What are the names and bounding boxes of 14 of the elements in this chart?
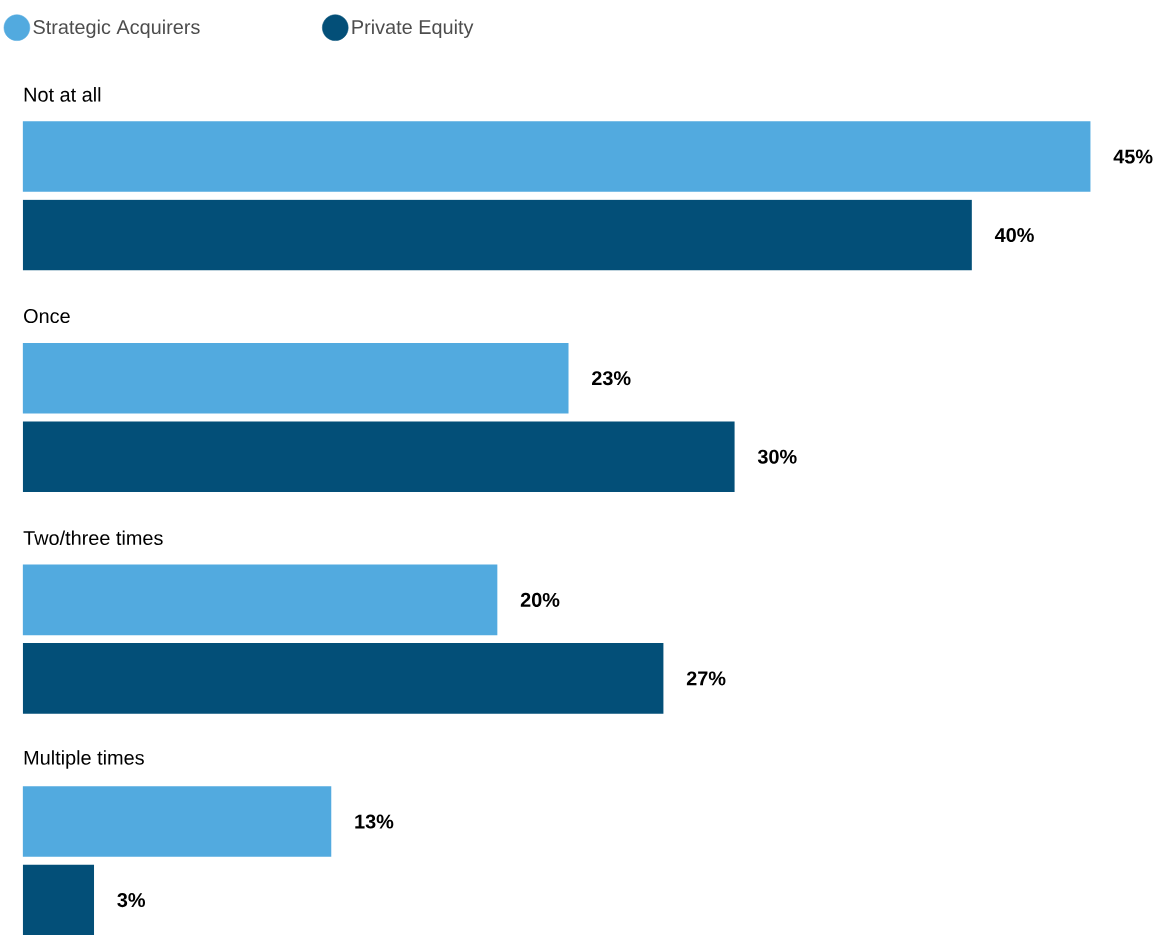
data-label: 30% (757, 449, 797, 464)
y-tick-label: Two/three times (23, 530, 163, 545)
legend-label: Strategic Acquirers (33, 19, 200, 38)
y-tick-label: Not at all (24, 86, 101, 102)
y-tick-label: Multiple times (24, 749, 144, 769)
y-tick-label: Once (24, 308, 70, 323)
data-label: 40% (994, 227, 1034, 242)
data-label: 23% (592, 370, 631, 386)
data-label: 3% (117, 892, 146, 907)
data-label: 45% (1113, 149, 1153, 164)
data-label: 27% (686, 671, 726, 686)
data-label: 13% (355, 814, 394, 829)
data-label: 20% (520, 592, 560, 607)
legend-label: Private Equity (352, 19, 474, 38)
